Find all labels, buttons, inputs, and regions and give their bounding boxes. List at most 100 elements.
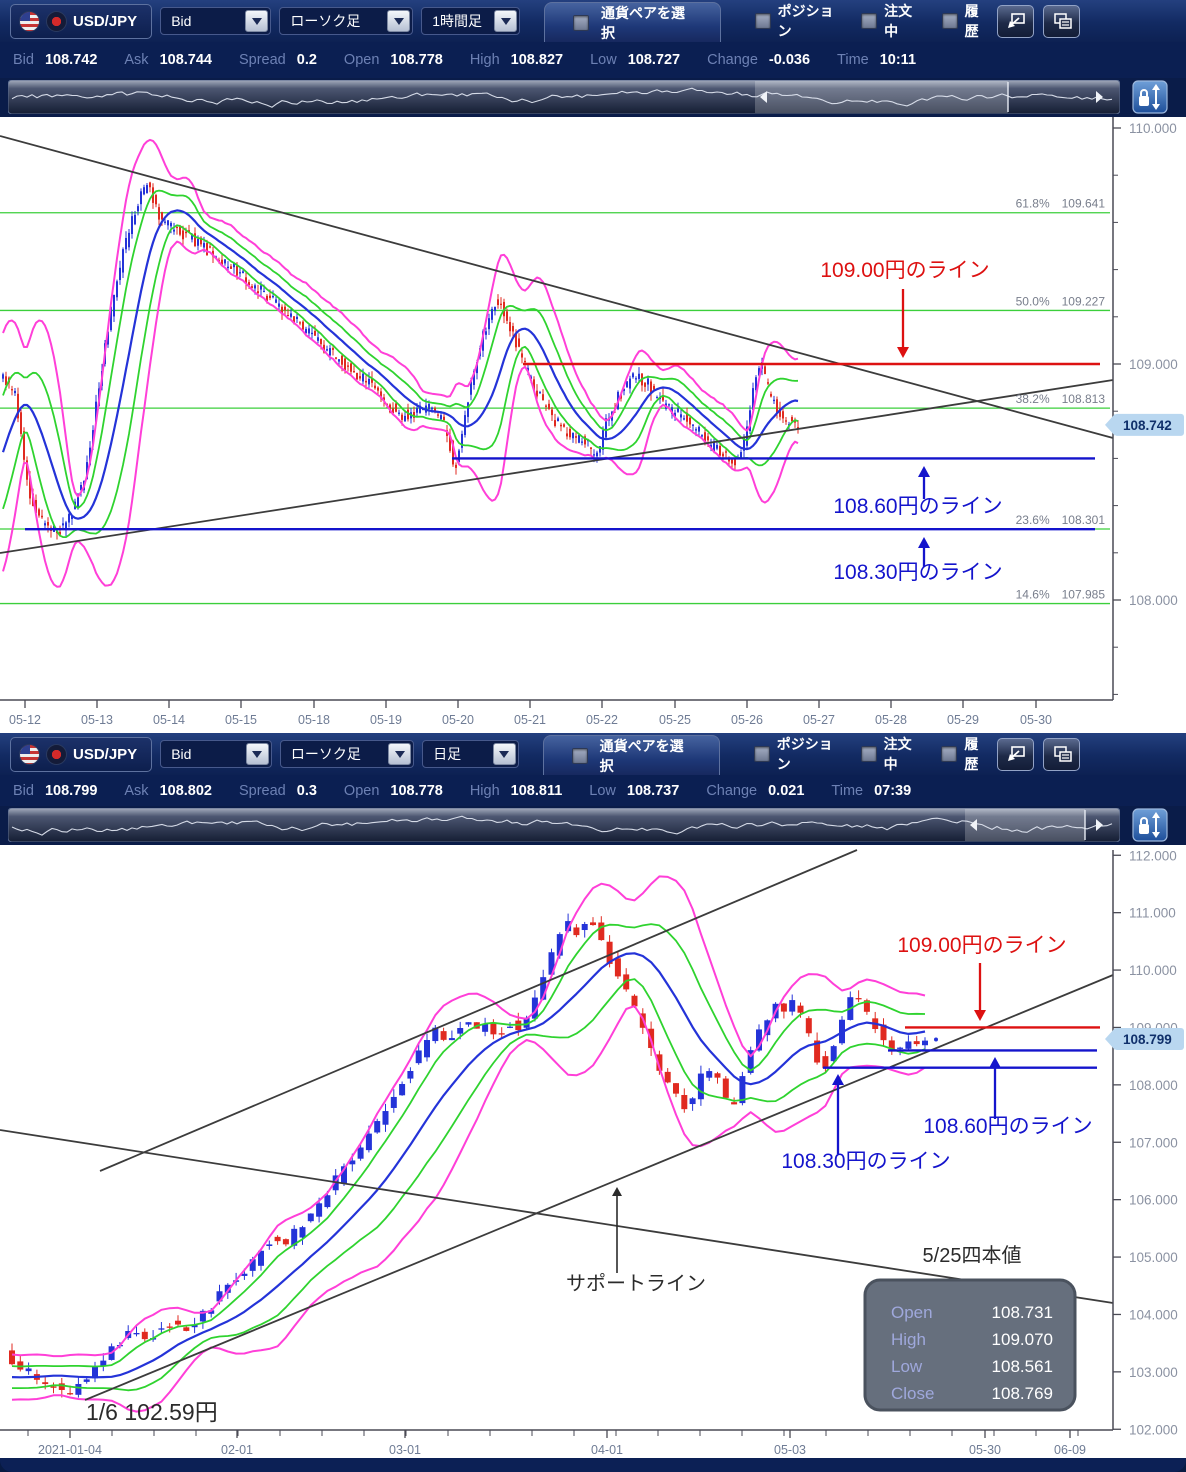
y-axis-label: 108.000 <box>1129 1078 1178 1093</box>
chart-panel-daily: USD/JPY Bid ローソク足 日足 通貨ペアを選択 ポジション 注文中 履歴 … <box>0 733 1186 1472</box>
checkbox[interactable] <box>754 13 771 29</box>
x-axis-label: 05-03 <box>774 1443 806 1457</box>
svg-text:108.799: 108.799 <box>1123 1032 1172 1047</box>
select-pair-tab[interactable]: 通貨ペアを選択 <box>542 735 720 775</box>
ohlc-info-box: Open 108.731 High 109.070 Low 108.561 Close 108… <box>863 1278 1077 1412</box>
chevron-down-icon[interactable] <box>492 743 516 765</box>
scale-lock-button[interactable] <box>1132 80 1168 114</box>
quote-label: Time <box>837 52 869 68</box>
svg-text:Open: Open <box>891 1303 933 1322</box>
select-pair-label: 通貨ペアを選択 <box>601 4 685 41</box>
scroll-right-arrow[interactable] <box>1096 91 1103 103</box>
window-cascade-button[interactable] <box>1043 737 1081 771</box>
currency-pair-button[interactable]: USD/JPY <box>10 736 153 772</box>
chart-type-select[interactable]: ローソク足 <box>279 740 415 768</box>
svg-text:Low: Low <box>891 1357 923 1376</box>
x-axis-label: 05-30 <box>969 1443 1001 1457</box>
chart-restore-button[interactable] <box>997 4 1035 38</box>
display-option[interactable]: 履歴 <box>941 1 989 41</box>
current-price-badge: 108.799 <box>1105 1028 1184 1050</box>
x-axis-label: 06-09 <box>1054 1443 1086 1457</box>
checkbox[interactable] <box>573 14 589 31</box>
window-cascade-button[interactable] <box>1043 4 1081 38</box>
timeframe-value: 日足 <box>433 746 462 762</box>
checkbox[interactable] <box>941 746 958 762</box>
y-axis-label: 102.000 <box>1129 1422 1178 1437</box>
display-option[interactable]: ポジション <box>754 1 842 41</box>
checkbox[interactable] <box>861 13 878 29</box>
x-axis-label: 05-26 <box>731 713 763 727</box>
display-option[interactable]: 注文中 <box>860 734 922 774</box>
quote-label: Low <box>590 52 617 68</box>
display-option[interactable]: ポジション <box>753 734 841 774</box>
x-axis-label: 05-12 <box>9 713 41 727</box>
chevron-down-icon[interactable] <box>388 743 412 765</box>
fib-label: 50.0% 109.227 <box>1016 294 1106 308</box>
svg-text:108.731: 108.731 <box>992 1303 1053 1322</box>
chevron-down-icon[interactable] <box>245 743 269 765</box>
fib-label: 14.6% 107.985 <box>1016 588 1106 602</box>
chevron-down-icon[interactable] <box>245 10 269 32</box>
scroll-left-arrow[interactable] <box>970 819 977 831</box>
y-axis-label: 112.000 <box>1129 848 1177 863</box>
x-axis-label: 05-15 <box>225 713 257 727</box>
x-axis-label: 05-30 <box>1020 713 1052 727</box>
checkbox[interactable] <box>753 746 770 762</box>
price-type-value: Bid <box>171 13 192 29</box>
history-scrollbar[interactable] <box>8 808 1120 842</box>
timeframe-select[interactable]: 日足 <box>422 740 519 768</box>
scroll-left-arrow[interactable] <box>760 91 767 103</box>
quote-value: 108.744 <box>159 52 212 68</box>
quote-label: Change <box>706 782 758 799</box>
history-strip-row <box>0 78 1186 117</box>
x-axis-label: 05-13 <box>81 713 113 727</box>
chevron-down-icon[interactable] <box>494 10 517 32</box>
checkbox[interactable] <box>941 13 958 29</box>
chart-restore-icon <box>1007 13 1025 28</box>
chevron-down-icon[interactable] <box>387 10 411 32</box>
chart-annotation: 109.00円のライン <box>897 934 1066 957</box>
chart-annotation: 108.60円のライン <box>923 1115 1092 1138</box>
quote-label: Time <box>831 782 864 799</box>
checkbox-label: 履歴 <box>964 3 979 39</box>
chart-type-select[interactable]: ローソク足 <box>279 7 414 35</box>
history-strip-row <box>0 806 1186 845</box>
fib-label: 38.2% 108.813 <box>1016 392 1106 406</box>
x-axis-label: 05-28 <box>875 713 907 727</box>
history-scrollbar[interactable] <box>8 80 1120 114</box>
price-chart-daily: Open 108.731 High 109.070 Low 108.561 Close 108… <box>0 845 1186 1458</box>
svg-text:109.070: 109.070 <box>992 1330 1053 1349</box>
x-axis-label: 05-21 <box>514 713 546 727</box>
quote-value: 108.742 <box>44 52 98 68</box>
svg-text:Close: Close <box>891 1384 934 1403</box>
scroll-right-arrow[interactable] <box>1096 819 1103 831</box>
price-type-select[interactable]: Bid <box>160 740 272 768</box>
quote-label: Bid <box>13 782 34 799</box>
display-option[interactable]: 履歴 <box>941 734 989 774</box>
x-axis-label: 05-19 <box>370 713 402 727</box>
select-pair-tab[interactable]: 通貨ペアを選択 <box>544 2 721 42</box>
quote-value: 10:11 <box>879 52 917 68</box>
x-axis-label: 2021-01-04 <box>38 1443 102 1457</box>
checkbox[interactable] <box>571 747 588 764</box>
price-type-select[interactable]: Bid <box>160 7 272 35</box>
quote-label: High <box>469 782 500 799</box>
currency-pair-button[interactable]: USD/JPY <box>10 3 153 39</box>
quote-value: 0.2 <box>296 52 317 68</box>
chart-annotation: 109.00円のライン <box>820 259 989 282</box>
toolbar: USD/JPY Bid ローソク足 1時間足 通貨ペアを選択 ポジション 注文中 履… <box>0 0 1186 42</box>
quote-value: 108.737 <box>626 782 680 799</box>
quote-value: 108.811 <box>510 782 563 799</box>
chart-restore-button[interactable] <box>997 737 1035 771</box>
checkbox-label: 注文中 <box>883 736 912 772</box>
x-axis-label: 05-14 <box>153 713 185 727</box>
checkbox[interactable] <box>860 746 877 762</box>
us-flag-icon <box>19 10 40 32</box>
quote-bar: Bid 108.742 Ask 108.744 Spread 0.2 Open 108.778… <box>0 42 1186 78</box>
timeframe-select[interactable]: 1時間足 <box>421 7 520 35</box>
quote-value: 07:39 <box>874 782 912 799</box>
pair-label: USD/JPY <box>73 12 138 30</box>
chart-expand-button[interactable] <box>1132 808 1168 842</box>
display-option[interactable]: 注文中 <box>861 1 921 41</box>
svg-text:High: High <box>891 1330 926 1349</box>
